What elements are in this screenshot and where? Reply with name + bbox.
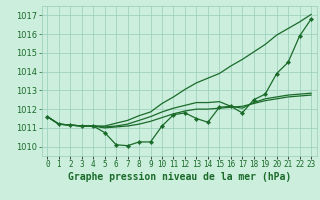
- X-axis label: Graphe pression niveau de la mer (hPa): Graphe pression niveau de la mer (hPa): [68, 172, 291, 182]
